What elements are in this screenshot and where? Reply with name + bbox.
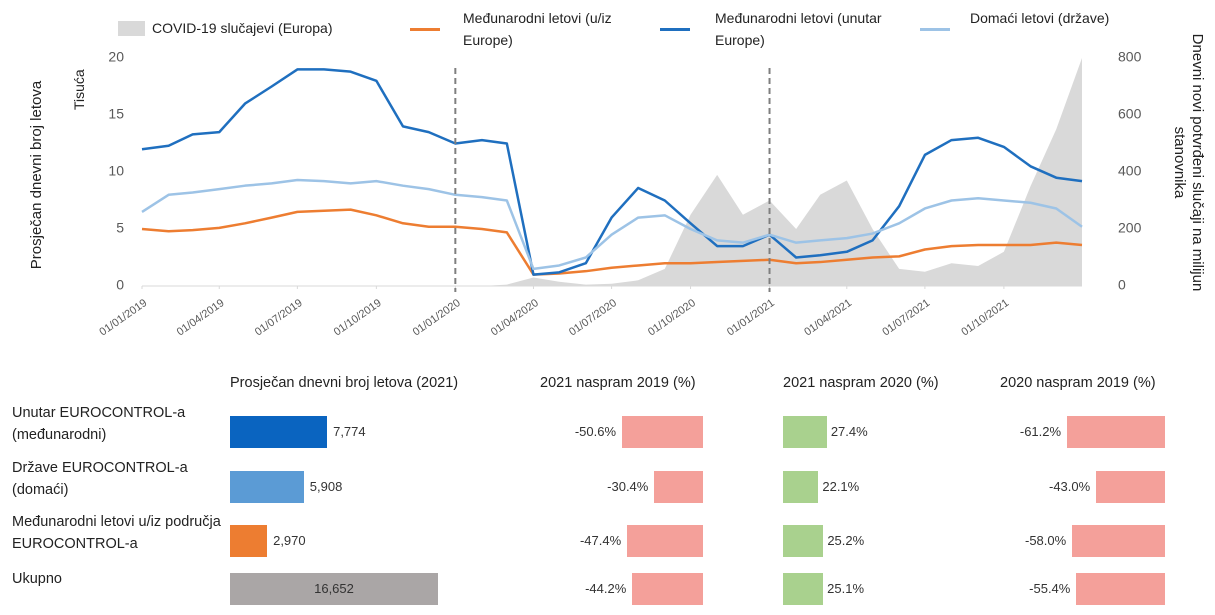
column-header: 2020 naspram 2019 (%) <box>1000 375 1156 391</box>
value-label: -47.4% <box>579 533 622 548</box>
y-tick-label: 0 <box>116 277 124 293</box>
column-header: Prosječan dnevni broj letova (2021) <box>230 375 459 391</box>
bar <box>783 416 827 448</box>
row-label: Unutar EUROCONTROL-a (međunarodni) <box>12 405 186 443</box>
y-unit: Tisuća <box>71 69 87 110</box>
row-label: Države EUROCONTROL-a (domaći) <box>12 460 188 498</box>
column-header: 2021 naspram 2020 (%) <box>783 375 939 391</box>
bar <box>1096 471 1165 503</box>
value-label: -58.0% <box>1024 533 1067 548</box>
x-tick-label: 01/01/2021 <box>725 297 777 338</box>
bar <box>783 525 824 557</box>
bar <box>230 525 268 557</box>
value-label: -44.2% <box>585 581 627 596</box>
legend-swatch <box>118 21 145 36</box>
legend-label: Međunarodni letovi (u/iz Europe) <box>463 10 612 48</box>
legend-label: Međunarodni letovi (unutar Europe) <box>715 10 882 48</box>
row-label: Međunarodni letovi u/iz područja EUROCON… <box>12 514 221 552</box>
y-tick-label: 20 <box>108 49 124 65</box>
value-label: -50.6% <box>574 424 617 439</box>
y2-tick-label: 800 <box>1118 49 1142 65</box>
x-tick-label: 01/10/2021 <box>959 297 1011 338</box>
bar <box>627 525 703 557</box>
x-tick-label: 01/01/2020 <box>411 297 463 338</box>
value-label: 2,970 <box>273 533 306 548</box>
legend-swatch <box>920 28 950 31</box>
y2-tick-label: 0 <box>1118 277 1126 293</box>
value-label: 16,652 <box>314 581 354 596</box>
bar <box>230 573 438 605</box>
x-tick-label: 01/10/2020 <box>646 297 698 338</box>
x-tick-label: 01/07/2020 <box>567 297 619 338</box>
value-label: 22.1% <box>822 479 860 494</box>
value-label: 27.4% <box>830 424 868 439</box>
x-tick-label: 01/04/2020 <box>489 297 541 338</box>
bar <box>783 471 819 503</box>
value-label: -43.0% <box>1048 479 1091 494</box>
x-tick-label: 01/01/2019 <box>97 297 149 338</box>
bar <box>1067 416 1165 448</box>
bar <box>654 471 703 503</box>
bar <box>230 416 328 448</box>
bar <box>783 573 824 605</box>
y2-tick-label: 200 <box>1118 220 1142 236</box>
y2-tick-label: 400 <box>1118 163 1142 179</box>
x-tick-label: 01/04/2019 <box>175 297 227 338</box>
legend-label: COVID-19 slučajevi (Europa) <box>152 20 333 36</box>
value-label: -61.2% <box>1019 424 1062 439</box>
legend-swatch <box>410 28 440 31</box>
value-label: 25.2% <box>827 533 865 548</box>
y-tick-label: 15 <box>108 106 124 122</box>
bar <box>1072 525 1165 557</box>
legend-swatch <box>660 28 690 31</box>
bar <box>1076 573 1165 605</box>
value-label: -55.4% <box>1029 581 1071 596</box>
series-line <box>141 208 1083 276</box>
series-line <box>141 68 1083 276</box>
x-tick-label: 01/10/2019 <box>332 297 384 338</box>
y-tick-label: 10 <box>108 163 124 179</box>
covid-area <box>142 58 1082 286</box>
y-axis-label: Prosječan dnevni broj letova <box>28 80 45 270</box>
value-label: 5,908 <box>309 479 343 494</box>
value-label: -30.4% <box>607 479 649 494</box>
bar <box>230 471 304 503</box>
x-tick-label: 01/04/2021 <box>802 297 854 338</box>
bar <box>622 416 703 448</box>
value-label: 7,774 <box>333 424 366 439</box>
bar <box>632 573 703 605</box>
x-tick-label: 01/07/2021 <box>880 297 932 338</box>
value-label: 25.1% <box>827 581 865 596</box>
x-tick-label: 01/07/2019 <box>253 297 305 338</box>
column-header: 2021 naspram 2019 (%) <box>540 375 696 391</box>
series-line <box>141 178 1083 271</box>
y2-axis-label: Dnevni novi potvrđeni slučaji na milijun… <box>1171 33 1206 292</box>
y-tick-label: 5 <box>116 220 124 236</box>
row-label: Ukupno <box>12 571 62 587</box>
legend-label: Domaći letovi (države) <box>970 10 1110 26</box>
y2-tick-label: 600 <box>1118 106 1142 122</box>
